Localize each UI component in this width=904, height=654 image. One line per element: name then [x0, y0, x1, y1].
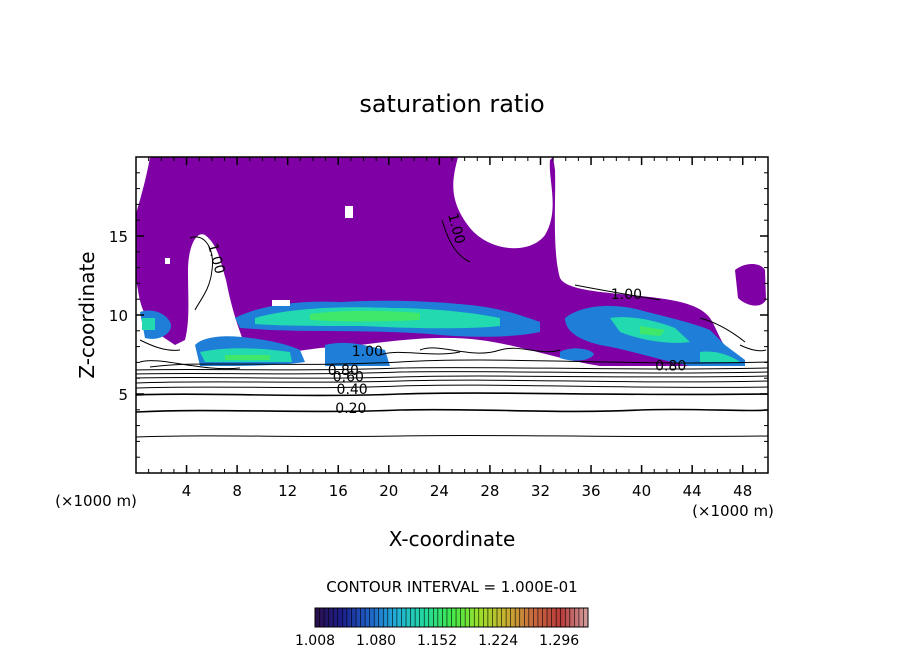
x-tick-label: 16 — [329, 482, 348, 500]
x-tick-label: 40 — [632, 482, 651, 500]
contour-lines — [136, 219, 768, 438]
contour-interval-text: CONTOUR INTERVAL = 1.000E-01 — [326, 578, 577, 596]
x-tick-label: 4 — [182, 482, 192, 500]
contour-label: 1.00 — [444, 212, 468, 246]
cloud-layer-green — [142, 307, 740, 362]
x-tick-label: 32 — [531, 482, 550, 500]
contour-label: 0.80 — [328, 363, 359, 379]
x-axis-label: X-coordinate — [389, 527, 516, 551]
contour-label: 1.00 — [352, 344, 383, 360]
chart-title: saturation ratio — [359, 90, 544, 118]
clear-air-specks — [165, 206, 750, 330]
colorbar-tick-label: 1.080 — [356, 633, 396, 649]
contour-label: 0.80 — [655, 358, 686, 374]
x-tick-label: 28 — [480, 482, 499, 500]
plot-area: 0.200.400.600.801.000.801.001.001.00 — [136, 157, 768, 473]
x-tick-label: 48 — [733, 482, 752, 500]
x-axis: 4 8 12 16 20 24 28 32 36 40 44 48 — [148, 157, 756, 500]
contour-labels: 0.200.400.600.801.000.801.001.001.00 — [204, 212, 686, 417]
y-tick-label: 10 — [109, 307, 128, 325]
contour-label: 1.00 — [611, 287, 642, 303]
y-axis-label: Z-coordinate — [75, 251, 99, 378]
colorbar: 1.008 1.080 1.152 1.224 1.296 — [295, 607, 589, 649]
supersaturated-region-right — [735, 264, 766, 306]
y-axis: 5 10 15 — [109, 172, 768, 458]
x-tick-label: 20 — [379, 482, 398, 500]
contour-label: 1.00 — [204, 242, 228, 276]
contour-label: 0.60 — [333, 369, 364, 385]
colorbar-tick-label: 1.224 — [478, 633, 518, 649]
x-tick-label: 8 — [232, 482, 242, 500]
x-unit-label: (×1000 m) — [692, 502, 774, 520]
colorbar-tick-label: 1.008 — [295, 633, 335, 649]
z-unit-label: (×1000 m) — [55, 492, 137, 510]
contour-label: 0.20 — [335, 401, 366, 417]
x-tick-label: 24 — [430, 482, 449, 500]
x-tick-label: 36 — [581, 482, 600, 500]
cloud-layer-core — [225, 310, 665, 360]
colorbar-tick-label: 1.296 — [539, 633, 579, 649]
y-tick-label: 15 — [109, 228, 128, 246]
y-tick-label: 5 — [118, 386, 128, 404]
colorbar-tick-label: 1.152 — [417, 633, 457, 649]
x-tick-label: 44 — [683, 482, 702, 500]
contour-label: 0.40 — [337, 382, 368, 398]
x-tick-label: 12 — [278, 482, 297, 500]
